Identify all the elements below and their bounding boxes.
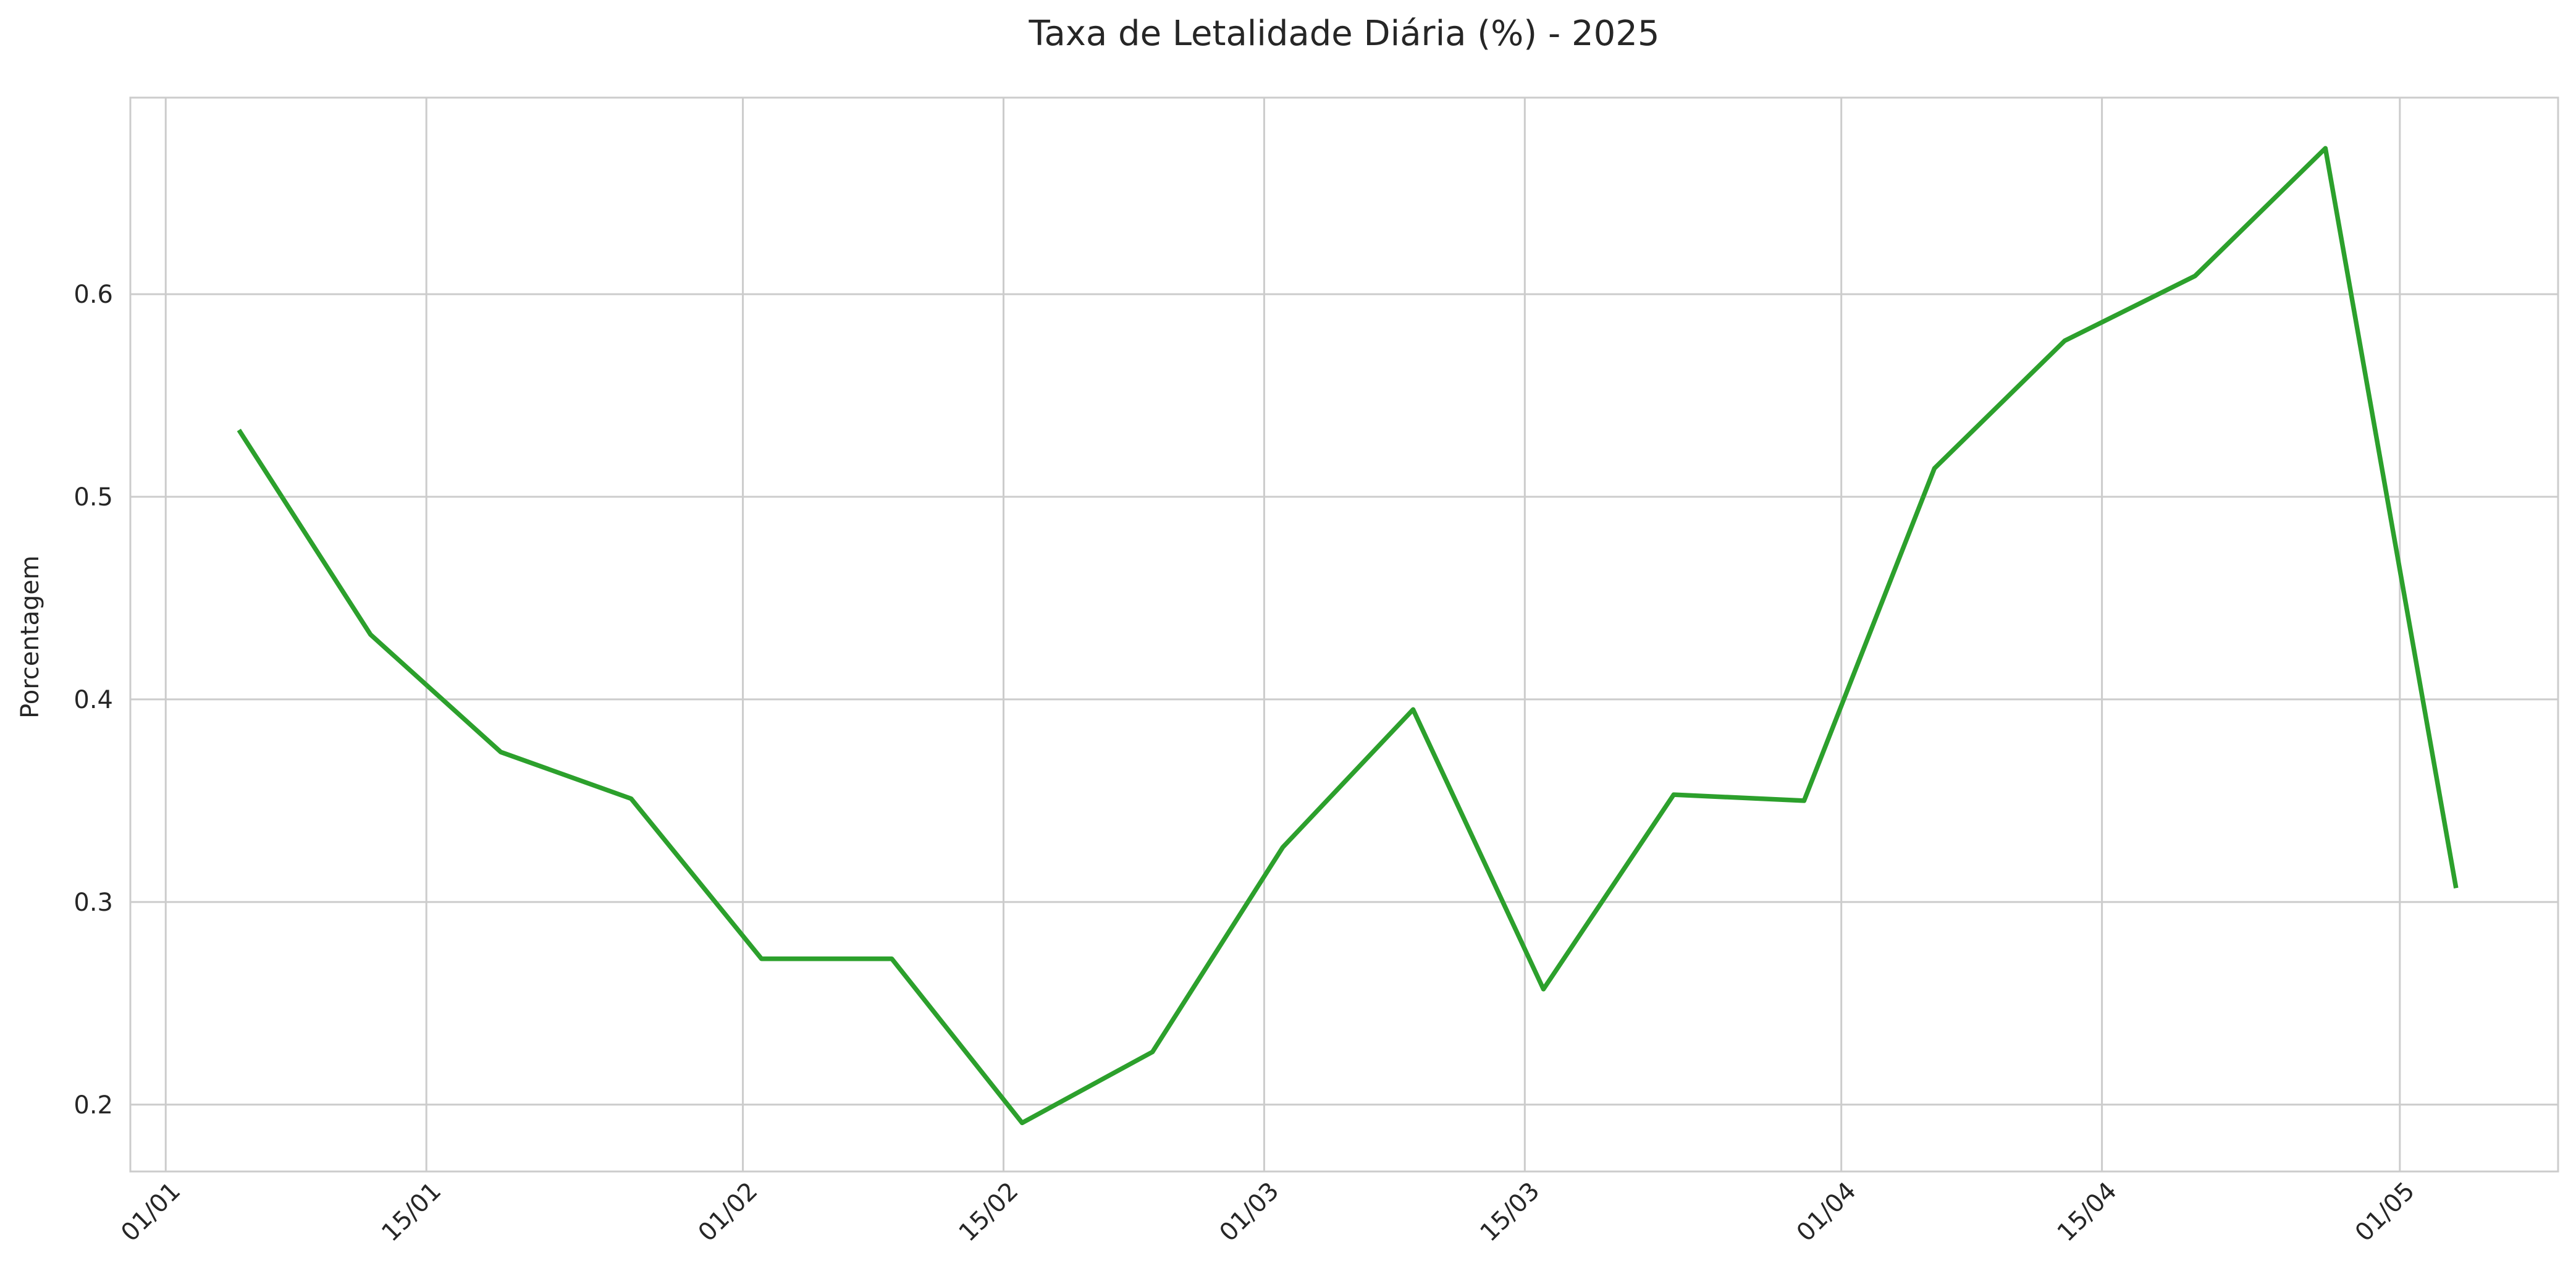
grid-lines: [130, 98, 2558, 1171]
series-line: [237, 146, 2459, 1126]
x-tick-label: 15/01: [376, 1177, 447, 1247]
series-layer: [237, 146, 2459, 1126]
chart-title: Taxa de Letalidade Diária (%) - 2025: [1029, 14, 1660, 54]
x-tick-label: 01/04: [1791, 1177, 1862, 1247]
y-axis-label: Porcentagem: [16, 555, 44, 719]
y-tick-label: 0.4: [74, 686, 113, 714]
y-tick-label: 0.6: [74, 281, 113, 309]
x-tick-label: 15/03: [1475, 1177, 1545, 1247]
x-tick-label: 01/02: [693, 1177, 764, 1247]
x-tick-label: 01/01: [116, 1177, 186, 1247]
plot-frame: [129, 96, 2559, 1173]
x-tick-label: 01/05: [2350, 1177, 2420, 1247]
x-tick-label: 15/04: [2052, 1177, 2123, 1247]
y-tick-label: 0.5: [74, 483, 113, 512]
y-tick-label: 0.2: [74, 1091, 113, 1120]
x-tick-label: 01/03: [1214, 1177, 1284, 1247]
x-tick-label: 15/02: [954, 1177, 1024, 1247]
y-tick-label: 0.3: [74, 889, 113, 917]
